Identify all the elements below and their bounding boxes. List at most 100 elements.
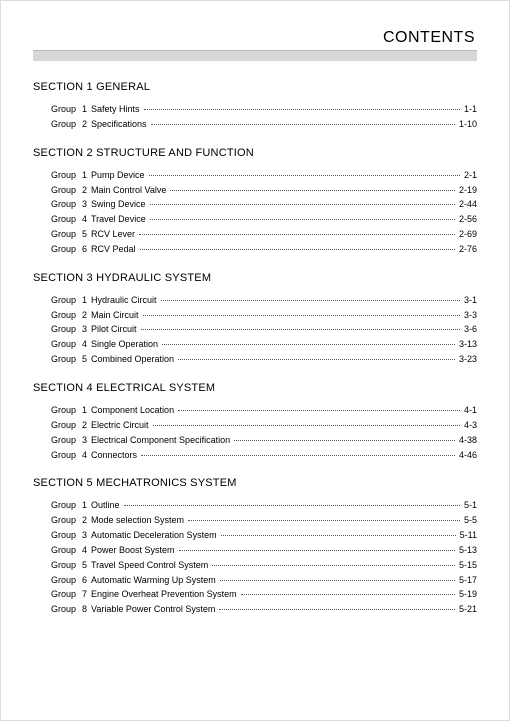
group-prefix: Group xyxy=(51,212,76,227)
group-name: Engine Overheat Prevention System xyxy=(91,587,240,602)
dot-leader xyxy=(141,455,455,456)
group-number: 2 xyxy=(78,183,87,198)
group-name: Pump Device xyxy=(91,168,148,183)
section: SECTION 3 HYDRAULIC SYSTEM Group1Hydrauli… xyxy=(33,272,477,367)
toc-row: Group5RCV Lever2-69 xyxy=(51,227,477,242)
group-prefix: Group xyxy=(51,308,76,323)
group-name: Safety Hints xyxy=(91,102,143,117)
group-number: 2 xyxy=(78,513,87,528)
toc-row: Group4Single Operation3-13 xyxy=(51,337,477,352)
toc-row: Group8Variable Power Control System5-21 xyxy=(51,602,477,617)
group-number: 1 xyxy=(78,293,87,308)
page-number: 2-69 xyxy=(456,227,477,242)
group-number: 4 xyxy=(78,337,87,352)
page-number: 2-76 xyxy=(456,242,477,257)
group-name: Pilot Circuit xyxy=(91,322,140,337)
group-number: 6 xyxy=(78,573,87,588)
sections-container: SECTION 1 GENERALGroup1Safety Hints1-1Gr… xyxy=(33,81,477,617)
page-number: 1-1 xyxy=(461,102,477,117)
group-number: 6 xyxy=(78,242,87,257)
header-block: CONTENTS xyxy=(33,29,477,61)
group-number: 3 xyxy=(78,322,87,337)
section: SECTION 1 GENERAL Group1 Safety Hints 1-1Gr… xyxy=(33,81,477,132)
dot-leader xyxy=(139,234,455,235)
toc-row: Group1 Safety Hints 1-1 xyxy=(51,102,477,117)
group-list: Group1 Safety Hints 1-1Group2Specification… xyxy=(33,102,477,132)
dot-leader xyxy=(140,249,455,250)
group-prefix: Group xyxy=(51,558,76,573)
toc-row: Group3Electrical Component Specification… xyxy=(51,433,477,448)
group-number: 5 xyxy=(78,558,87,573)
group-number: 7 xyxy=(78,587,87,602)
group-number: 3 xyxy=(78,197,87,212)
dot-leader xyxy=(170,190,455,191)
group-number: 8 xyxy=(78,602,87,617)
group-prefix: Group xyxy=(51,352,76,367)
page-number: 5-13 xyxy=(456,543,477,558)
dot-leader xyxy=(178,359,455,360)
page-number: 2-19 xyxy=(456,183,477,198)
group-number: 3 xyxy=(78,528,87,543)
group-prefix: Group xyxy=(51,322,76,337)
section-title: SECTION 1 GENERAL xyxy=(33,81,477,93)
dot-leader xyxy=(219,609,455,610)
dot-leader xyxy=(161,300,460,301)
toc-row: Group5Combined Operation3-23 xyxy=(51,352,477,367)
dot-leader xyxy=(188,520,460,521)
toc-row: Group2Main Circuit3-3 xyxy=(51,308,477,323)
group-number: 4 xyxy=(78,212,87,227)
toc-row: Group4Connectors4-46 xyxy=(51,448,477,463)
group-number: 1 xyxy=(78,102,87,117)
toc-row: Group1Hydraulic Circuit3-1 xyxy=(51,293,477,308)
group-list: Group1Component Location4-1Group2Electri… xyxy=(33,403,477,462)
toc-row: Group2Mode selection System5-5 xyxy=(51,513,477,528)
toc-row: Group3Swing Device2-44 xyxy=(51,197,477,212)
group-prefix: Group xyxy=(51,197,76,212)
group-prefix: Group xyxy=(51,102,76,117)
group-list: Group1Hydraulic Circuit3-1Group2Main Cir… xyxy=(33,293,477,367)
page-number: 4-1 xyxy=(461,403,477,418)
section-title: SECTION 3 HYDRAULIC SYSTEM xyxy=(33,272,477,284)
page-number: 4-46 xyxy=(456,448,477,463)
group-prefix: Group xyxy=(51,403,76,418)
dot-leader xyxy=(212,565,455,566)
section-title: SECTION 2 STRUCTURE AND FUNCTION xyxy=(33,147,477,159)
page-number: 5-15 xyxy=(456,558,477,573)
group-number: 1 xyxy=(78,498,87,513)
page-number: 5-17 xyxy=(456,573,477,588)
toc-row: Group5Travel Speed Control System5-15 xyxy=(51,558,477,573)
group-number: 5 xyxy=(78,352,87,367)
group-number: 4 xyxy=(78,448,87,463)
group-name: Main Circuit xyxy=(91,308,142,323)
toc-row: Group6Automatic Warming Up System5-17 xyxy=(51,573,477,588)
group-number: 5 xyxy=(78,227,87,242)
group-name: Mode selection System xyxy=(91,513,187,528)
dot-leader xyxy=(124,505,460,506)
page-title: CONTENTS xyxy=(33,29,477,47)
group-name: Automatic Deceleration System xyxy=(91,528,220,543)
toc-row: Group2Specifications1-10 xyxy=(51,117,477,132)
toc-row: Group6RCV Pedal2-76 xyxy=(51,242,477,257)
group-prefix: Group xyxy=(51,573,76,588)
dot-leader xyxy=(234,440,455,441)
group-name: Travel Device xyxy=(91,212,149,227)
group-name: Power Boost System xyxy=(91,543,178,558)
dot-leader xyxy=(150,219,455,220)
group-name: Swing Device xyxy=(91,197,149,212)
toc-row: Group1Outline5-1 xyxy=(51,498,477,513)
group-number: 2 xyxy=(78,418,87,433)
group-number: 2 xyxy=(78,117,87,132)
page-number: 4-38 xyxy=(456,433,477,448)
page-number: 1-10 xyxy=(456,117,477,132)
group-prefix: Group xyxy=(51,433,76,448)
dot-leader xyxy=(220,580,455,581)
dot-leader xyxy=(241,594,455,595)
page: CONTENTS SECTION 1 GENERALGroup1Safety H… xyxy=(1,1,509,652)
group-name: Main Control Valve xyxy=(91,183,169,198)
dot-leader xyxy=(151,124,455,125)
group-prefix: Group xyxy=(51,227,76,242)
dot-leader xyxy=(221,535,456,536)
dot-leader xyxy=(144,109,460,110)
page-number: 4-3 xyxy=(461,418,477,433)
group-list: Group1Outline5-1 Group 2 Mode selection Sys… xyxy=(33,498,477,617)
